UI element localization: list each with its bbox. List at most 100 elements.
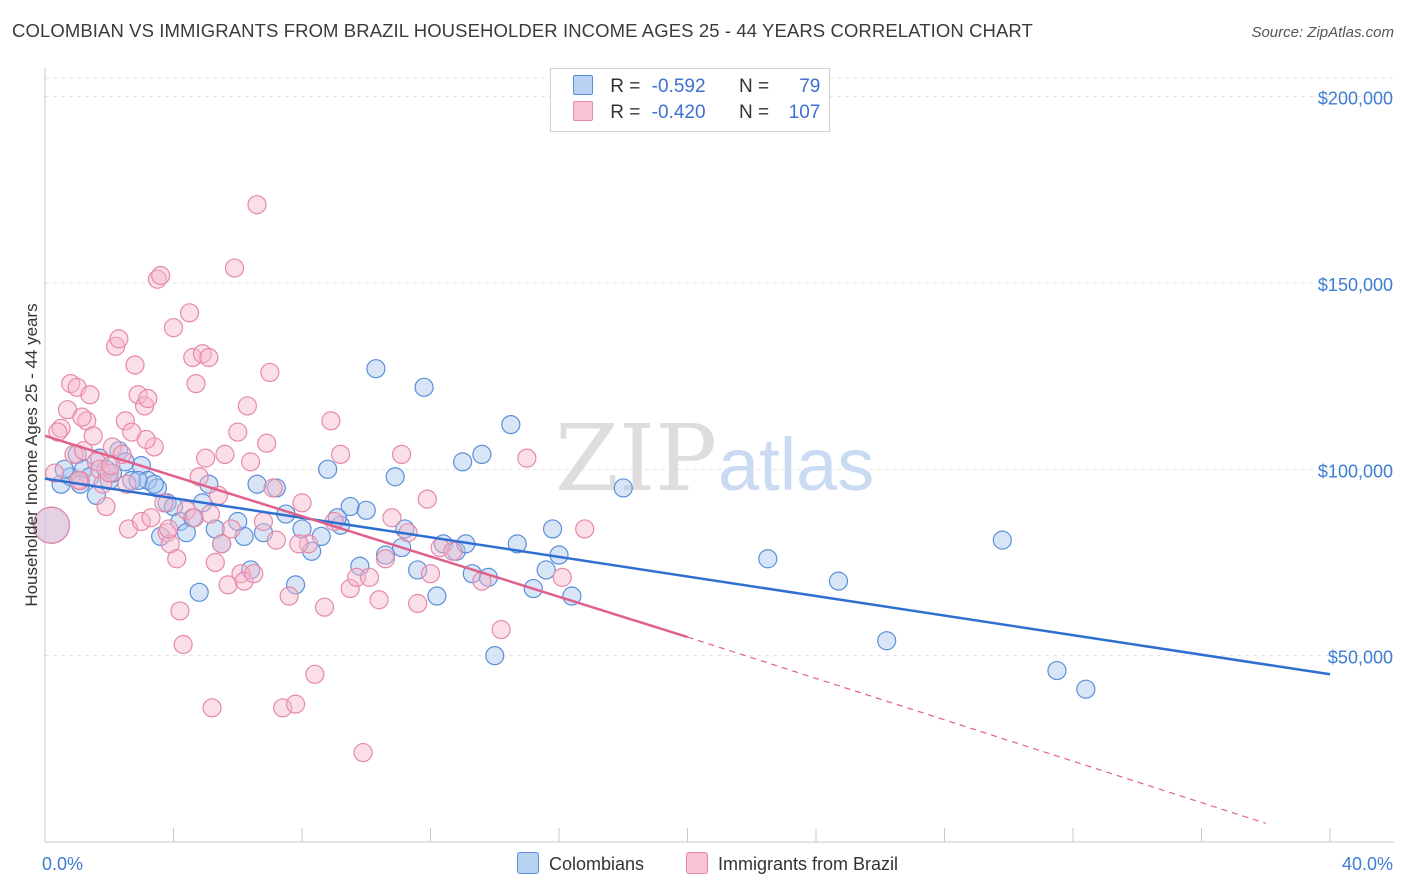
bottom-legend-colombians: Colombians <box>517 852 644 875</box>
brazil-point <box>417 489 437 509</box>
legend-n-label: N = <box>738 102 770 123</box>
source-label: Source: ZipAtlas.com <box>1251 24 1394 41</box>
colombians-point <box>501 414 521 435</box>
colombians-point <box>285 575 306 595</box>
brazil-trend-extension <box>687 636 1266 824</box>
legend-r-value: -0.420 <box>651 102 706 123</box>
brazil-point <box>224 258 245 278</box>
legend-row-brazil: R = -0.420 N = 107 <box>573 101 820 125</box>
y-tick-label: $50,000 <box>1328 648 1393 668</box>
brazil-point <box>257 433 277 453</box>
y-tick-label: $150,000 <box>1318 275 1393 295</box>
colombians-point <box>54 459 74 479</box>
colombians-point <box>385 467 405 487</box>
brazil-point <box>196 448 216 468</box>
brazil-point <box>260 362 280 383</box>
colombians-trend-line <box>44 477 1331 676</box>
brazil-point <box>215 444 235 465</box>
brazil-point <box>147 269 168 289</box>
y-tick-label: $100,000 <box>1318 461 1393 481</box>
colombians-point <box>414 377 434 397</box>
watermark-atlas: atlas <box>718 423 874 506</box>
colombians-point <box>241 560 261 580</box>
brazil-point <box>144 437 164 457</box>
brazil-point <box>237 396 257 416</box>
colombians-point <box>228 511 248 532</box>
brazil-point <box>90 459 110 479</box>
legend-n-value: 107 <box>788 102 821 123</box>
colombians-point <box>877 631 897 651</box>
colombians-point <box>128 470 148 491</box>
bottom-legend-brazil: Immigrants from Brazil <box>686 852 898 875</box>
brazil-point <box>244 564 264 584</box>
brazil-point <box>99 463 119 483</box>
correlation-legend: R = -0.592 N = 79 R = -0.420 N = 107 <box>550 68 830 132</box>
colombians-point <box>427 586 447 606</box>
colombians-point <box>613 478 633 498</box>
colombians-point <box>536 560 556 580</box>
x-tick-label-end: 40.0% <box>1342 854 1393 874</box>
brazil-point <box>45 463 65 483</box>
brazil-point <box>151 265 171 286</box>
bottom-legend-label-colombians: Colombians <box>549 854 645 874</box>
legend-n-value: 79 <box>799 76 821 97</box>
bottom-legend-label-brazil: Immigrants from Brazil <box>718 854 899 874</box>
colombians-point <box>247 474 267 494</box>
y-tick-label: $200,000 <box>1318 89 1393 109</box>
colombians-point <box>318 459 338 479</box>
y-axis-title: Householder Income Ages 25 - 44 years <box>22 303 41 606</box>
colombians-point <box>189 582 209 602</box>
axes <box>44 68 1394 843</box>
legend-swatch-pink <box>573 101 593 121</box>
brazil-point <box>234 571 254 591</box>
brazil-point <box>51 418 71 438</box>
colombians-point <box>453 452 473 472</box>
brazil-point <box>167 549 187 569</box>
colombians-points <box>32 359 1096 699</box>
brazil-point <box>420 564 441 584</box>
brazil-point <box>575 519 595 539</box>
watermark-zip: ZIP <box>555 405 717 512</box>
brazil-point <box>83 426 103 446</box>
brazil-point <box>202 698 222 718</box>
brazil-point <box>199 347 219 368</box>
brazil-point <box>117 474 137 494</box>
trend-lines <box>44 434 1331 824</box>
colombians-point <box>356 500 376 520</box>
colombians-point <box>507 534 527 554</box>
brazil-trend-line <box>44 434 688 639</box>
brazil-point <box>170 601 190 621</box>
colombians-point <box>828 571 849 591</box>
brazil-point <box>32 506 71 544</box>
brazil-point <box>263 478 283 498</box>
brazil-point <box>205 552 225 573</box>
brazil-point <box>408 593 428 614</box>
brazil-point <box>443 541 463 561</box>
colombians-point <box>1076 679 1096 699</box>
brazil-point <box>131 511 151 532</box>
colombians-point <box>485 646 505 666</box>
legend-r-label: R = <box>610 102 641 123</box>
brazil-point <box>517 448 537 468</box>
brazil-point <box>391 444 412 465</box>
brazil-point <box>136 429 156 450</box>
brazil-point <box>289 534 309 554</box>
colombians-point <box>542 519 563 539</box>
brazil-point <box>359 567 380 587</box>
brazil-point <box>128 385 148 405</box>
brazil-point <box>292 493 312 513</box>
brazil-point <box>273 698 293 718</box>
brazil-point <box>314 597 335 617</box>
brazil-point <box>72 407 92 427</box>
colombians-point <box>144 474 164 494</box>
colombians-point <box>340 496 360 517</box>
brazil-point <box>212 534 232 554</box>
brazil-point <box>218 575 238 595</box>
colombians-point <box>472 444 492 465</box>
brazil-point <box>69 470 89 491</box>
brazil-point <box>163 318 184 338</box>
brazil-point <box>186 374 206 394</box>
brazil-point <box>96 496 116 517</box>
brazil-point <box>340 578 360 599</box>
colombians-point <box>758 549 778 569</box>
